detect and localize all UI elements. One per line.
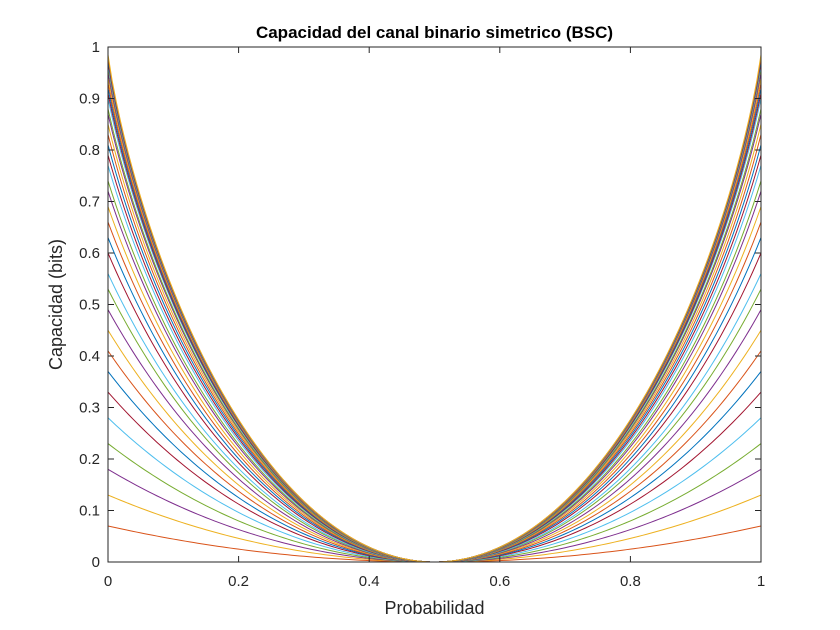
y-tick-label: 0.3 (79, 400, 100, 417)
y-tick-label: 0.4 (79, 348, 100, 365)
x-tick-label: 0.2 (228, 573, 249, 590)
y-tick-label: 0 (92, 554, 100, 571)
chart-title: Capacidad del canal binario simetrico (B… (256, 23, 613, 42)
y-axis: 0 0.1 0.2 0.3 0.4 0.5 0.6 0.7 0.8 0.9 1 (79, 39, 761, 571)
x-tick-label: 0.8 (620, 573, 641, 590)
y-tick-label: 0.7 (79, 194, 100, 211)
x-axis-label: Probabilidad (384, 598, 484, 618)
x-tick-label: 0.6 (489, 573, 510, 590)
y-tick-label: 0.9 (79, 91, 100, 108)
y-tick-label: 0.1 (79, 503, 100, 520)
y-tick-label: 0.2 (79, 451, 100, 468)
y-tick-label: 0.5 (79, 297, 100, 314)
plot-area (108, 47, 761, 562)
y-tick-label: 0.6 (79, 245, 100, 262)
y-axis-label: Capacidad (bits) (46, 239, 66, 370)
y-tick-label: 0.8 (79, 142, 100, 159)
x-axis: 0 0.2 0.4 0.6 0.8 1 (104, 47, 765, 590)
y-tick-label: 1 (92, 39, 100, 56)
x-tick-label: 0.4 (359, 573, 380, 590)
x-tick-label: 0 (104, 573, 112, 590)
x-tick-label: 1 (757, 573, 765, 590)
